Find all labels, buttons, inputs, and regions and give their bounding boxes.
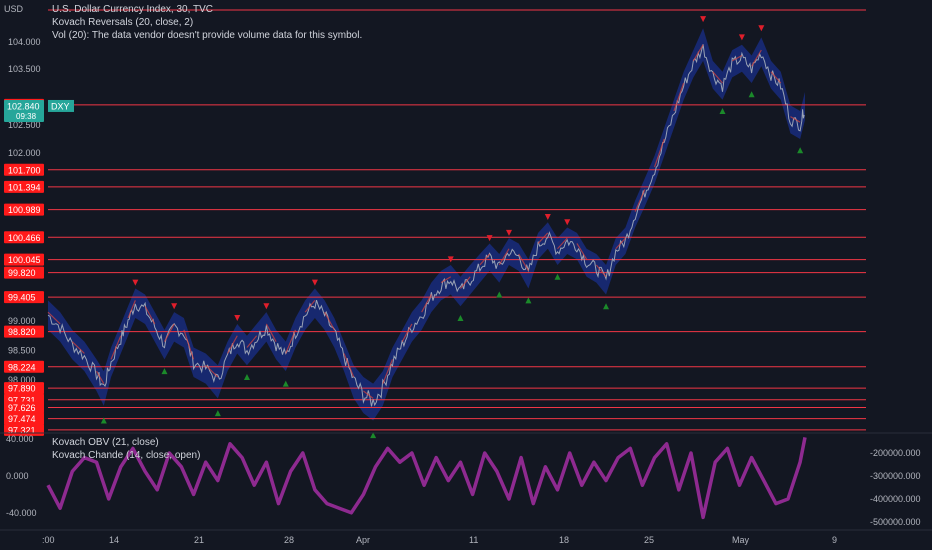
price-tick-label: 98.000 bbox=[8, 375, 36, 385]
level-badge bbox=[4, 163, 44, 176]
level-badge-label: 98.224 bbox=[8, 362, 36, 372]
price-tick-label: 103.500 bbox=[8, 64, 41, 74]
osc-tick-label: 0.000 bbox=[6, 471, 29, 481]
legend-obv: Kovach OBV (21, close) bbox=[52, 437, 159, 448]
current-price-label: 102.840 bbox=[7, 101, 40, 111]
chande-line bbox=[46, 437, 807, 520]
reversal-down-marker bbox=[447, 256, 454, 263]
reversal-up-marker bbox=[100, 417, 107, 424]
reversal-up-marker bbox=[525, 297, 532, 304]
level-badge-label: 100.989 bbox=[8, 205, 41, 215]
obv-tick-label: -400000.000 bbox=[870, 494, 921, 504]
osc-tick-label: -40.000 bbox=[6, 508, 37, 518]
level-badge bbox=[4, 253, 44, 266]
legend-reversals: Kovach Reversals (20, close, 2) bbox=[52, 17, 194, 28]
oscillator-pane: 40.000 0.000 -40.000 -200000.000 -300000.000… bbox=[0, 432, 932, 527]
legend-volume: Vol (20): The data vendor doesn't provid… bbox=[52, 30, 363, 41]
obv-tick-label: -200000.000 bbox=[870, 448, 921, 458]
price-axis: 104.000 103.500 102.500 102.000 99.000 98.500… bbox=[8, 37, 41, 385]
symbol-badge bbox=[48, 99, 74, 112]
legend-main-title: U.S. Dollar Currency Index, 30, TVC bbox=[52, 4, 213, 15]
level-badge-label: 99.405 bbox=[8, 293, 36, 303]
time-tick-label: Apr bbox=[356, 535, 370, 545]
reversal-down-marker bbox=[564, 219, 571, 226]
level-badge-label: 100.045 bbox=[8, 255, 41, 265]
level-badge bbox=[4, 401, 44, 414]
level-badge bbox=[4, 412, 44, 425]
price-tick-label: 104.000 bbox=[8, 37, 41, 47]
level-badge-label: 97.321 bbox=[8, 425, 36, 435]
legend-oscillators[interactable]: Kovach OBV (21, close) Kovach Chande (14… bbox=[52, 436, 200, 462]
time-tick-label: 14 bbox=[109, 535, 119, 545]
reversal-up-marker bbox=[243, 374, 250, 381]
obv-tick-label: -500000.000 bbox=[870, 517, 921, 527]
level-badge-label: 99.820 bbox=[8, 268, 36, 278]
reversal-down-marker bbox=[544, 213, 551, 220]
level-badge bbox=[4, 266, 44, 279]
time-tick-label: 11 bbox=[469, 535, 478, 545]
reversal-up-marker bbox=[370, 432, 377, 439]
reversal-down-marker bbox=[311, 279, 318, 286]
reversal-down-marker bbox=[738, 34, 745, 41]
obv-tick-label: -300000.000 bbox=[870, 471, 921, 481]
level-badge bbox=[4, 360, 44, 373]
level-badge-label: 101.700 bbox=[8, 165, 41, 175]
reversal-up-marker bbox=[554, 273, 561, 280]
price-tick-label: 102.500 bbox=[8, 120, 41, 130]
level-badge bbox=[4, 231, 44, 244]
osc-tick-label: 40.000 bbox=[6, 434, 34, 444]
price-tick-label: 98.500 bbox=[8, 346, 36, 356]
level-badge-label: 97.890 bbox=[8, 384, 36, 394]
level-badge-label: 101.394 bbox=[8, 182, 41, 192]
reversal-markers bbox=[100, 16, 804, 439]
reversal-up-marker bbox=[161, 368, 168, 375]
reversal-up-marker bbox=[603, 303, 610, 310]
time-tick-label: 28 bbox=[284, 535, 294, 545]
level-badge-label: 98.820 bbox=[8, 327, 36, 337]
reversal-down-marker bbox=[486, 235, 493, 242]
current-price-badge bbox=[4, 99, 44, 122]
reversal-up-marker bbox=[748, 91, 755, 98]
time-tick-label: :00 bbox=[42, 535, 55, 545]
price-series bbox=[47, 44, 805, 407]
reversal-down-marker bbox=[758, 25, 765, 32]
level-badge-label: 100.466 bbox=[8, 233, 41, 243]
level-badge-label: 97.626 bbox=[8, 403, 36, 413]
price-tick-label: 99.000 bbox=[8, 316, 36, 326]
level-badge-label: 97.474 bbox=[8, 414, 36, 424]
reversal-down-marker bbox=[263, 303, 270, 310]
symbol-label: DXY bbox=[51, 101, 70, 111]
time-tick-label: 9 bbox=[832, 535, 837, 545]
reversal-up-marker bbox=[719, 108, 726, 114]
legend-main[interactable]: U.S. Dollar Currency Index, 30, TVC Kova… bbox=[52, 3, 362, 42]
reversal-down-marker bbox=[505, 229, 512, 236]
time-tick-label: 21 bbox=[194, 535, 204, 545]
price-tick-label: 102.000 bbox=[8, 148, 41, 158]
reversal-up-marker bbox=[797, 147, 804, 154]
legend-chande: Kovach Chande (14, close, open) bbox=[52, 450, 201, 461]
reversal-down-marker bbox=[132, 279, 139, 286]
currency-label: USD bbox=[4, 4, 24, 14]
level-badge bbox=[4, 291, 44, 304]
countdown-label: 09:38 bbox=[16, 112, 37, 121]
reversal-down-marker bbox=[234, 315, 241, 322]
price-overlay bbox=[47, 44, 801, 399]
reversal-up-marker bbox=[282, 380, 289, 387]
time-axis: :00 14 21 28 Apr 11 18 25 May 9 bbox=[0, 529, 932, 545]
level-badge-label: 97.731 bbox=[8, 395, 36, 405]
reversal-up-marker bbox=[496, 291, 503, 298]
reversal-up-marker bbox=[214, 410, 221, 417]
time-tick-label: May bbox=[732, 535, 750, 545]
level-badge bbox=[4, 180, 44, 193]
time-tick-label: 25 bbox=[644, 535, 654, 545]
time-tick-label: 18 bbox=[559, 535, 569, 545]
level-badge bbox=[4, 325, 44, 338]
level-badges: 102.860101.700101.394100.989100.466100.0… bbox=[4, 98, 74, 436]
reversal-down-marker bbox=[171, 303, 178, 310]
reversal-down-marker bbox=[700, 16, 707, 23]
reversal-up-marker bbox=[457, 315, 464, 322]
level-badge bbox=[4, 382, 44, 395]
level-badge bbox=[4, 203, 44, 216]
